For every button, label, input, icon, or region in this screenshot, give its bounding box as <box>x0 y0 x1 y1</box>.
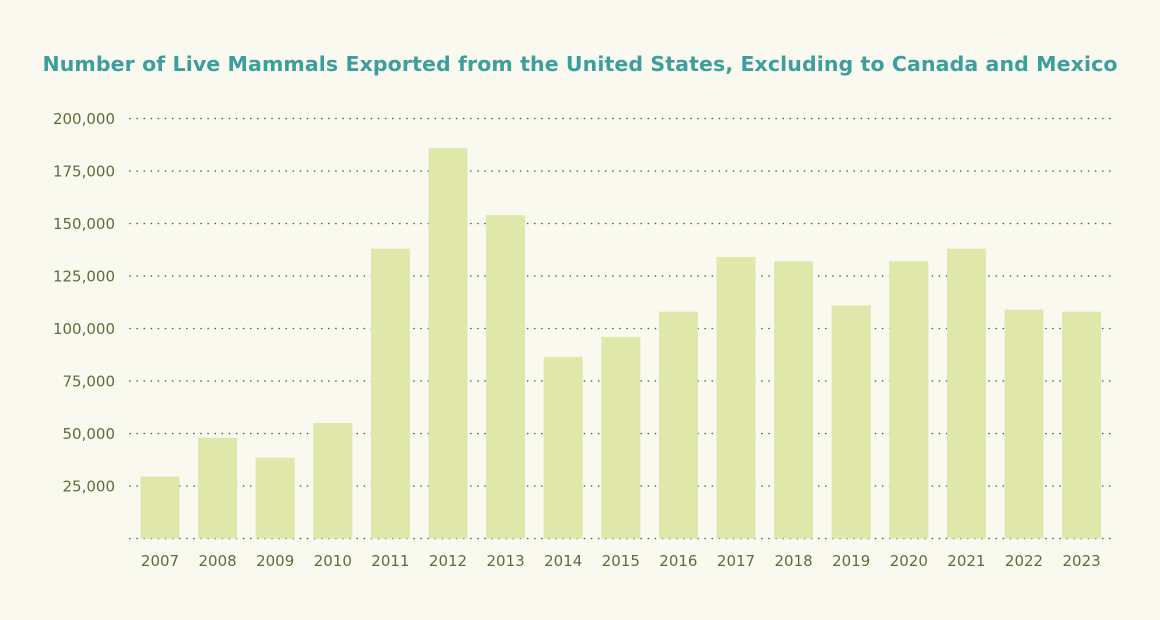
y-tick-label: 150,000 <box>53 215 115 233</box>
x-tick-label: 2014 <box>544 552 582 570</box>
bar-2018 <box>774 261 814 539</box>
bar-2011 <box>370 248 410 539</box>
y-tick-label: 125,000 <box>53 268 115 286</box>
bar-2017 <box>716 257 756 539</box>
bar-2007 <box>140 476 180 539</box>
x-tick-label: 2013 <box>487 552 525 570</box>
x-axis-ticks: 2007 2008 2009 2010 2011 2012 2013 2014 2015 2016… <box>141 552 1101 570</box>
x-tick-label: 2022 <box>1005 552 1043 570</box>
bar-2013 <box>486 215 526 539</box>
bar-2015 <box>601 336 641 539</box>
bar-2014 <box>543 356 583 539</box>
x-tick-label: 2021 <box>947 552 985 570</box>
x-tick-label: 2020 <box>890 552 928 570</box>
chart-title: Number of Live Mammals Exported from the… <box>42 52 1118 76</box>
bar-2009 <box>255 457 295 539</box>
y-tick-label: 175,000 <box>53 163 115 181</box>
bar-2023 <box>1062 311 1102 539</box>
y-tick-label: 100,000 <box>53 320 115 338</box>
x-tick-label: 2007 <box>141 552 179 570</box>
bar-2012 <box>428 147 468 539</box>
bar-2020 <box>889 261 929 539</box>
x-tick-label: 2012 <box>429 552 467 570</box>
bar-2022 <box>1004 309 1044 539</box>
y-tick-label: 50,000 <box>63 425 116 443</box>
bar-2010 <box>313 423 353 539</box>
bar-2008 <box>198 437 238 539</box>
bar-2016 <box>658 311 698 539</box>
x-tick-label: 2011 <box>371 552 409 570</box>
x-tick-label: 2009 <box>256 552 294 570</box>
y-axis-ticks: 25,000 50,000 75,000 100,000 125,000 150,000 1… <box>53 110 115 496</box>
y-tick-label: 200,000 <box>53 110 115 128</box>
bar-2019 <box>831 305 871 539</box>
y-tick-label: 75,000 <box>63 373 116 391</box>
x-tick-label: 2018 <box>775 552 813 570</box>
x-tick-label: 2016 <box>659 552 697 570</box>
bars <box>140 147 1102 539</box>
x-tick-label: 2019 <box>832 552 870 570</box>
x-tick-label: 2023 <box>1063 552 1101 570</box>
x-tick-label: 2017 <box>717 552 755 570</box>
y-tick-label: 25,000 <box>63 478 116 496</box>
bar-2021 <box>946 248 986 539</box>
x-tick-label: 2008 <box>199 552 237 570</box>
x-tick-label: 2010 <box>314 552 352 570</box>
x-tick-label: 2015 <box>602 552 640 570</box>
